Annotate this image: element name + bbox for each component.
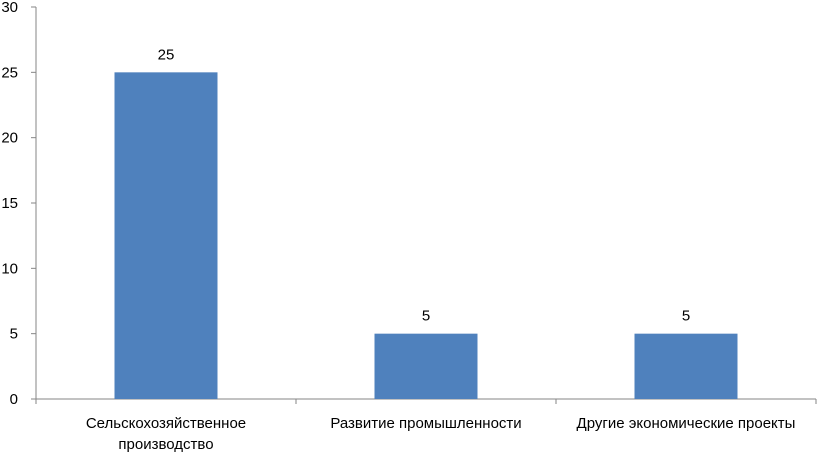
category-label: Другие экономические проекты	[577, 415, 796, 432]
y-tick-label: 25	[1, 64, 18, 81]
data-label: 5	[682, 308, 690, 325]
y-tick-label: 5	[10, 326, 18, 343]
bar	[114, 72, 218, 399]
category-label: Сельскохозяйственное	[86, 415, 246, 432]
y-tick-label: 20	[1, 130, 18, 147]
data-label: 25	[158, 46, 175, 63]
y-tick-label: 15	[1, 195, 18, 212]
y-axis: 0 5 10 15 20 25 30	[1, 0, 37, 408]
bars	[114, 72, 738, 399]
data-labels: 25 5 5	[158, 46, 691, 324]
data-label: 5	[422, 308, 430, 325]
y-tick-label: 10	[1, 260, 18, 277]
category-labels: Сельскохозяйственное производство Развитие…	[86, 415, 796, 453]
category-label: производство	[118, 436, 213, 453]
y-tick-label: 30	[1, 0, 18, 16]
y-tick-label: 0	[10, 391, 18, 408]
category-label: Развитие промышленности	[330, 415, 521, 432]
x-axis	[31, 398, 817, 404]
bar	[634, 333, 738, 399]
bar	[374, 333, 478, 399]
